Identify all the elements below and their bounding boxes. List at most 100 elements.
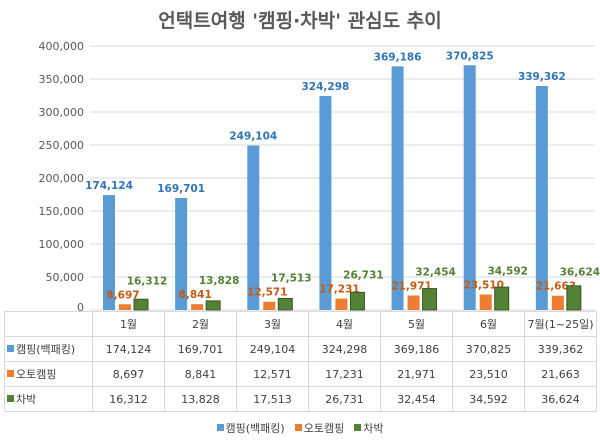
legend-label: 오토캠핑 [303, 422, 345, 435]
table-cell: 21,663 [524, 361, 597, 387]
table-row: 차박 16,312 13,828 17,513 26,731 32,454 34,592 36… [4, 386, 597, 412]
bar-0 [391, 66, 404, 310]
data-label: 17,231 [319, 284, 360, 296]
bar-0 [535, 86, 548, 310]
legend-swatch [7, 395, 14, 402]
legend-item: 차박 [354, 422, 383, 435]
data-label: 339,362 [518, 71, 566, 83]
bar-1 [263, 301, 276, 310]
data-label: 21,971 [391, 280, 432, 292]
category-label: 5월 [380, 311, 453, 337]
table-row: 오토캠핑 8,697 8,841 12,571 17,231 21,971 23,510 21… [4, 361, 597, 387]
bar-1 [407, 295, 420, 310]
category-label: 1월 [92, 311, 165, 337]
y-tick-label: 350,000 [39, 73, 85, 86]
bar-1 [191, 304, 204, 310]
y-tick-label: 0 [77, 301, 84, 314]
bar-1 [551, 295, 564, 310]
table-cell: 17,513 [236, 386, 309, 412]
table-cell: 21,971 [380, 361, 453, 387]
legend-swatch [354, 424, 362, 431]
legend-item: 오토캠핑 [294, 422, 345, 435]
table-cell: 174,124 [92, 336, 165, 362]
table-cell: 339,362 [524, 336, 597, 362]
bar-0 [463, 65, 476, 311]
table-header-row: 1월 2월 3월 4월 5월 6월 7월(1~25일) [4, 311, 597, 337]
data-label: 32,454 [415, 266, 456, 278]
bar-2 [349, 291, 365, 311]
table-cell: 17,231 [308, 361, 381, 387]
bar-2 [277, 297, 293, 311]
table-cell: 34,592 [452, 386, 525, 412]
legend-label: 차박 [363, 422, 384, 435]
data-label: 21,663 [536, 281, 577, 293]
y-tick-label: 200,000 [39, 172, 85, 185]
data-label: 370,825 [446, 50, 494, 62]
bar-0 [247, 145, 260, 310]
category-label: 6월 [452, 311, 525, 337]
bar-0 [319, 95, 332, 310]
series-label: 차박 [4, 386, 93, 412]
table-cell: 16,312 [92, 386, 165, 412]
table-cell: 26,731 [308, 386, 381, 412]
data-label: 249,104 [229, 131, 277, 143]
chart-title: 언택트여행 '캠핑·차박' 관심도 추이 [158, 10, 442, 32]
table-cell: 370,825 [452, 336, 525, 362]
data-label: 8,841 [179, 289, 212, 301]
data-label: 36,624 [560, 267, 600, 279]
data-label: 169,701 [157, 183, 205, 195]
y-tick-label: 300,000 [39, 106, 85, 119]
table-cell: 32,454 [380, 386, 453, 412]
legend-swatch [294, 424, 302, 431]
bar-2 [422, 288, 438, 311]
bar-1 [335, 298, 348, 310]
bar-1 [119, 304, 131, 310]
category-label: 2월 [164, 311, 237, 337]
series-label: 캠핑(백패킹) [4, 336, 93, 362]
series-name: 캠핑(백패킹) [16, 343, 76, 356]
table-cell: 13,828 [164, 386, 237, 412]
legend-swatch [7, 345, 14, 352]
table-corner [4, 311, 93, 337]
legend-label: 캠핑(백패킹) [225, 422, 285, 435]
y-tick-label: 100,000 [39, 238, 85, 251]
category-label: 4월 [308, 311, 381, 337]
y-tick-label: 250,000 [39, 139, 85, 152]
legend-swatch [7, 370, 14, 377]
table-cell: 12,571 [236, 361, 309, 387]
data-label: 324,298 [302, 81, 350, 93]
table-row: 캠핑(백패킹) 174,124 169,701 249,104 324,298 369,1… [4, 336, 597, 362]
table-cell: 8,841 [164, 361, 237, 387]
data-label: 16,312 [127, 275, 168, 287]
bar-2 [133, 298, 149, 311]
data-label: 23,510 [463, 279, 504, 291]
bar-0 [175, 197, 188, 310]
bar-1 [479, 294, 492, 310]
table-cell: 169,701 [164, 336, 237, 362]
legend-item: 캠핑(백패킹) [216, 422, 285, 435]
data-label: 17,513 [271, 273, 312, 285]
series-name: 차박 [16, 393, 37, 406]
data-label: 34,592 [487, 265, 528, 277]
bar-0 [103, 195, 115, 310]
data-label: 369,186 [374, 51, 422, 63]
category-label: 7월(1~25일) [524, 311, 597, 337]
series-name: 오토캠핑 [16, 368, 57, 381]
y-tick-label: 400,000 [39, 40, 85, 53]
series-label: 오토캠핑 [4, 361, 93, 387]
table-cell: 369,186 [380, 336, 453, 362]
bar-2 [205, 300, 221, 311]
data-label: 13,828 [199, 275, 240, 287]
data-table: 1월 2월 3월 4월 5월 6월 7월(1~25일) 캠핑(백패킹) 174,124 169,7… [4, 311, 597, 412]
data-label: 12,571 [247, 287, 288, 299]
table-cell: 324,298 [308, 336, 381, 362]
data-label: 174,124 [85, 180, 133, 192]
table-cell: 36,624 [524, 386, 597, 412]
table-cell: 249,104 [236, 336, 309, 362]
legend-swatch [216, 424, 224, 431]
y-tick-label: 150,000 [39, 205, 85, 218]
category-label: 3월 [236, 311, 309, 337]
data-label: 8,697 [106, 289, 139, 301]
